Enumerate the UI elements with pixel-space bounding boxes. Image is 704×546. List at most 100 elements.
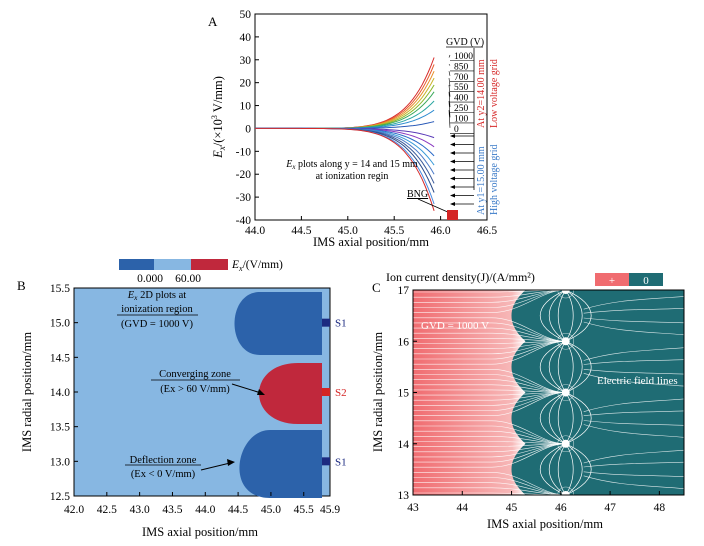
gvd-legend-leader [448, 54, 451, 58]
converging-region [259, 363, 322, 424]
panel-c-grid-nodes [557, 290, 575, 495]
panel-c-loop-line [539, 443, 566, 495]
panel-c-grid-node-halo [557, 290, 575, 299]
panel-a-curves [255, 57, 435, 211]
panel-c-y-ticks: 13 14 15 16 17 [398, 285, 417, 502]
gvd-lower-arrowhead [450, 142, 455, 147]
panel-c-grid-node [561, 290, 570, 294]
panel-a-x-ticks: 44.0 44.5 45.0 45.5 46.0 46.5 [245, 216, 497, 237]
panel-b-y-tick-label: 13.0 [50, 456, 70, 468]
panel-c-x-tick-label: 44 [457, 502, 469, 514]
colorbar-mid [154, 259, 191, 270]
panel-c-y-tick-label: 14 [398, 439, 410, 451]
panel-b-x-tick-label: 44.0 [195, 504, 215, 516]
panel-a-curve [255, 127, 435, 211]
panel-b-marker-label: S1 [335, 456, 347, 468]
colorbar-low [119, 259, 154, 270]
gvd-lower-arrowhead [450, 202, 455, 206]
panel-a-y-tick-label: -40 [236, 215, 252, 227]
panel-a-y-tick-label: 10 [240, 101, 252, 113]
panel-c-exit-line [583, 449, 684, 464]
panel-a-blue-label-2: High voltage grid [489, 144, 500, 215]
gvd-legend-label: 1000 [454, 52, 473, 62]
converging-zone-label: Converging zone [159, 369, 231, 380]
panel-a-y-ticks: -40 -30 -20 -10 0 10 20 30 40 50 [236, 9, 259, 227]
panel-c-field-line [413, 341, 566, 365]
panel-b-marker-label: S1 [335, 318, 347, 330]
converging-zone-arrowhead [257, 389, 265, 395]
panel-c-loop-line [565, 443, 583, 495]
panel-c-exit-line [583, 475, 684, 489]
panel-a-ylabel-symbol: E [211, 150, 225, 159]
gvd-legend-label: 250 [454, 104, 469, 114]
panel-a-y-axis-label: Ex/(×103 V/mm) [210, 76, 227, 159]
panel-c-exit-line [583, 359, 684, 365]
panel-c-y-axis-label: IMS radial position/mm [371, 332, 385, 452]
colorbar-high [191, 259, 228, 270]
panel-c-exit-line [583, 424, 684, 438]
gvd-legend-leader [448, 91, 451, 108]
gvd-lower-arrowhead [450, 168, 455, 172]
panel-c-loop-line [539, 340, 566, 393]
gvd-legend-leader [448, 78, 451, 87]
panel-b-x-tick-label: 44.5 [228, 504, 248, 516]
panel-a-x-tick-label: 45.0 [338, 225, 358, 237]
panel-a-annotation-line1: Ex plots along y = 14 and 15 mm [285, 159, 418, 171]
panel-a-annotation-line2: at ionization regin [316, 171, 389, 182]
panel-b-x-tick-label: 43.0 [130, 504, 150, 516]
panel-c-exit-line [583, 398, 684, 412]
panel-c-x-tick-label: 48 [654, 502, 666, 514]
panel-c-field-lines [413, 290, 684, 495]
panel-c-loop-line [557, 341, 566, 393]
panel-c-grid-node [561, 439, 570, 448]
panel-c-letter: C [372, 280, 381, 295]
converging-zone-condition: (Ex > 60 V/mm) [160, 384, 230, 395]
deflection-zone-arrowhead [227, 459, 235, 466]
panel-c-loop-line [557, 443, 566, 495]
panel-b-x-tick-label: 42.0 [64, 504, 84, 516]
deflection-zone-label: Deflection zone [130, 455, 197, 466]
panel-c-grid-node [561, 491, 570, 495]
panel-c-title: Ion current density(J)/(A/mm²) [386, 270, 535, 284]
gvd-legend-label: 100 [454, 114, 469, 124]
panel-a-letter: A [208, 14, 218, 29]
panel-c-exit-line [583, 471, 684, 477]
panel-c-grid-node [561, 388, 570, 397]
panel-c-loop-line [539, 290, 566, 342]
panel-c-exit-line [583, 317, 684, 324]
panel-c-exit-line [583, 321, 684, 336]
panel-c-exit-line [583, 373, 684, 387]
gvd-legend-leader [448, 84, 451, 97]
panel-a-red-label-2: Low voltage grid [489, 59, 500, 128]
panel-c-loop-line [565, 290, 574, 342]
panel-c-loop-line [565, 443, 574, 495]
panel-c-loop-line [565, 340, 592, 393]
gvd-legend-label: 550 [454, 83, 469, 93]
panel-b-title-e: E [127, 290, 135, 301]
gvd-legend-label: 400 [454, 94, 469, 104]
panel-a-ylabel-tail: /(×10 [211, 119, 225, 146]
legend-positive-swatch [595, 273, 629, 286]
panel-b-letter: B [17, 278, 26, 293]
panel-c-loop-line [539, 392, 566, 445]
panel-c-x-tick-label: 47 [604, 502, 616, 514]
deflection-region-lower [239, 430, 322, 498]
panel-b-x-axis-label: IMS axial position/mm [142, 525, 258, 539]
panel-a-bng-label: BNG [407, 189, 428, 200]
panel-b-marker-square [322, 457, 330, 466]
panel-b-marker-square [322, 388, 330, 396]
panel-c-loop-line [565, 341, 583, 393]
panel-a-x-tick-label: 46.5 [477, 225, 497, 237]
panel-c-y-tick-label: 16 [398, 336, 410, 348]
panel-c-x-tick-label: 45 [506, 502, 518, 514]
panel-a-y-tick-label: 40 [240, 32, 252, 44]
panel-a-ylabel-end: V/mm) [211, 76, 225, 115]
panel-a-y-tick-label: -20 [236, 169, 252, 181]
panel-c-field-line [413, 392, 566, 416]
panel-a-red-label-1: At y2=14.00 mm [476, 59, 487, 128]
panel-a-bng-leader [417, 198, 451, 214]
panel-c-y-tick-label: 13 [398, 490, 410, 502]
panel-a-x-tick-label: 44.0 [245, 225, 265, 237]
panel-a-ylabel-sup: 3 [210, 115, 219, 119]
